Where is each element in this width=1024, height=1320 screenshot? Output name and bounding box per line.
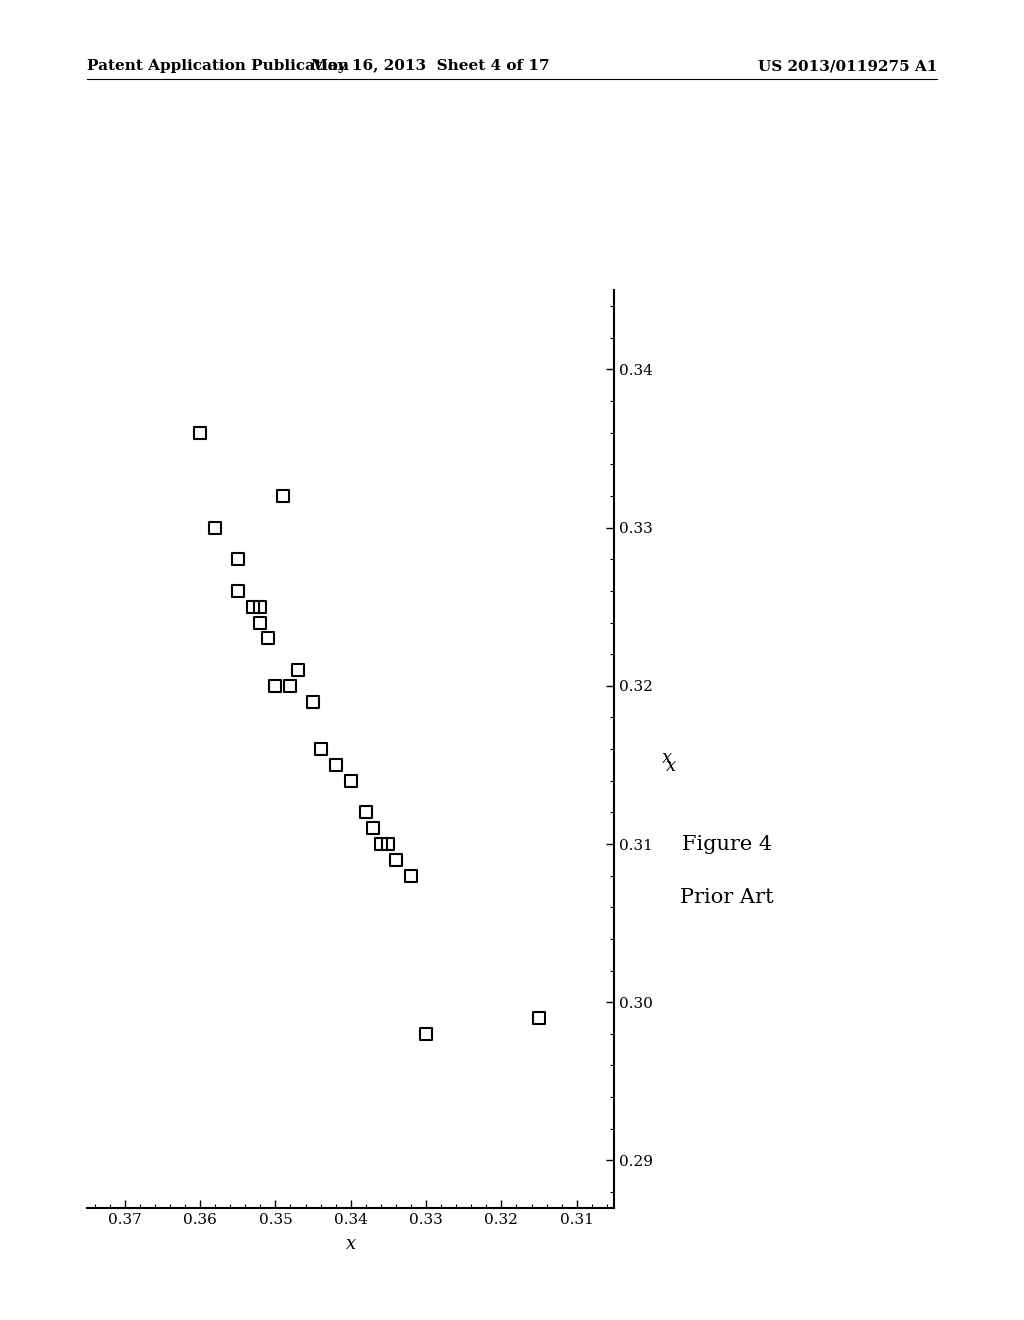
Text: Figure 4: Figure 4 xyxy=(682,836,772,854)
Point xyxy=(530,1007,547,1028)
Point xyxy=(274,486,291,507)
Point xyxy=(342,770,358,791)
Point xyxy=(312,738,329,759)
Text: Patent Application Publication: Patent Application Publication xyxy=(87,59,349,74)
Point xyxy=(402,865,419,886)
Text: Prior Art: Prior Art xyxy=(680,888,774,907)
Point xyxy=(229,549,246,570)
Point xyxy=(252,612,268,634)
Point xyxy=(229,581,246,602)
Point xyxy=(290,660,306,681)
Point xyxy=(252,597,268,618)
Point xyxy=(373,833,389,854)
Point xyxy=(191,422,208,444)
Text: US 2013/0119275 A1: US 2013/0119275 A1 xyxy=(758,59,937,74)
Point xyxy=(418,1023,434,1044)
Point xyxy=(357,801,374,822)
X-axis label: x: x xyxy=(346,1236,355,1253)
Point xyxy=(207,517,223,539)
Text: x: x xyxy=(666,756,676,775)
Point xyxy=(305,692,322,713)
Point xyxy=(388,849,404,870)
Point xyxy=(380,833,396,854)
Point xyxy=(267,676,284,697)
Point xyxy=(245,597,261,618)
Point xyxy=(366,817,382,838)
Point xyxy=(283,676,299,697)
Point xyxy=(328,754,344,775)
Point xyxy=(260,628,276,649)
Y-axis label: x: x xyxy=(663,750,672,767)
Text: May 16, 2013  Sheet 4 of 17: May 16, 2013 Sheet 4 of 17 xyxy=(310,59,550,74)
